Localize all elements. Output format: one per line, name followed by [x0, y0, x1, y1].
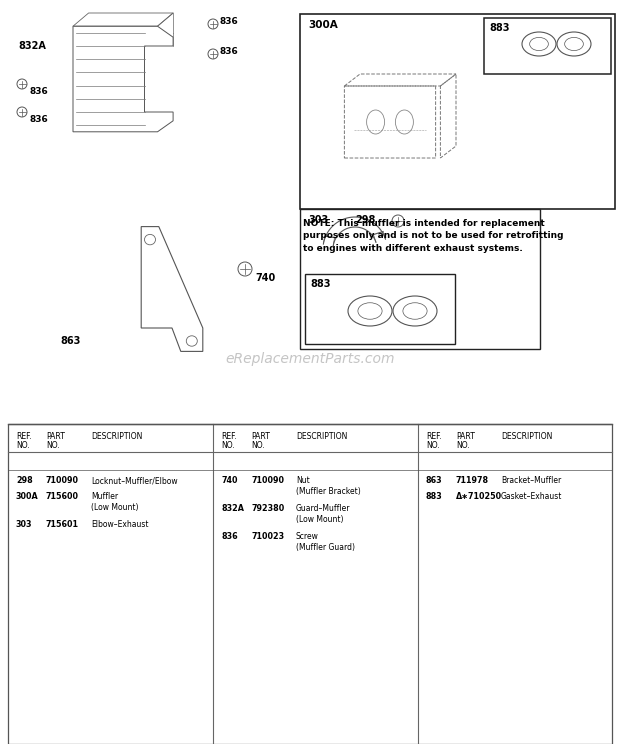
- Text: NO.: NO.: [251, 441, 265, 450]
- Bar: [300, 209, 540, 349]
- Text: 298: 298: [355, 215, 375, 225]
- Text: 836: 836: [30, 115, 49, 124]
- Bar: [300, 14, 615, 209]
- Text: 300A: 300A: [308, 20, 338, 30]
- Text: Bracket–Muffler: Bracket–Muffler: [501, 476, 561, 485]
- Text: NO.: NO.: [456, 441, 470, 450]
- Text: 740: 740: [221, 476, 237, 485]
- Bar: [484, 18, 611, 74]
- Text: NOTE: This muffler is intended for replacement
purposes only and is not to be us: NOTE: This muffler is intended for repla…: [303, 219, 564, 253]
- Text: 710090: 710090: [251, 476, 284, 485]
- Text: NO.: NO.: [426, 441, 440, 450]
- Bar: [305, 274, 455, 344]
- Text: 883: 883: [310, 279, 330, 289]
- Text: 832A: 832A: [18, 41, 46, 51]
- Text: Δ∗710250: Δ∗710250: [456, 492, 502, 501]
- Text: 710090: 710090: [46, 476, 79, 485]
- Text: 863: 863: [60, 336, 81, 346]
- Text: NO.: NO.: [16, 441, 30, 450]
- Text: Elbow–Exhaust: Elbow–Exhaust: [91, 520, 149, 529]
- Text: REF.: REF.: [221, 432, 237, 441]
- Text: Nut
(Muffler Bracket): Nut (Muffler Bracket): [296, 476, 361, 496]
- Text: DESCRIPTION: DESCRIPTION: [501, 432, 552, 441]
- Text: 883: 883: [489, 23, 510, 33]
- Text: 836: 836: [30, 87, 49, 96]
- Text: PART: PART: [46, 432, 65, 441]
- Text: REF.: REF.: [16, 432, 32, 441]
- Text: Guard–Muffler
(Low Mount): Guard–Muffler (Low Mount): [296, 504, 350, 524]
- Text: 863: 863: [426, 476, 443, 485]
- Text: 298: 298: [16, 476, 33, 485]
- Text: Screw
(Muffler Guard): Screw (Muffler Guard): [296, 532, 355, 552]
- Text: 715600: 715600: [46, 492, 79, 501]
- Text: Locknut–Muffler/Elbow: Locknut–Muffler/Elbow: [91, 476, 177, 485]
- Text: 300A: 300A: [16, 492, 38, 501]
- Text: 303: 303: [16, 520, 32, 529]
- Text: 710023: 710023: [251, 532, 284, 541]
- Text: 740: 740: [255, 273, 275, 283]
- Text: DESCRIPTION: DESCRIPTION: [296, 432, 347, 441]
- Text: PART: PART: [456, 432, 475, 441]
- Text: 715601: 715601: [46, 520, 79, 529]
- Text: 832A: 832A: [221, 504, 244, 513]
- Text: REF.: REF.: [426, 432, 441, 441]
- Text: 836: 836: [220, 48, 239, 57]
- Text: Muffler
(Low Mount): Muffler (Low Mount): [91, 492, 138, 512]
- Text: 711978: 711978: [456, 476, 489, 485]
- Text: NO.: NO.: [221, 441, 235, 450]
- Text: Gasket–Exhaust: Gasket–Exhaust: [501, 492, 562, 501]
- Text: eReplacementParts.com: eReplacementParts.com: [225, 352, 395, 366]
- Text: NO.: NO.: [46, 441, 60, 450]
- Text: DESCRIPTION: DESCRIPTION: [91, 432, 143, 441]
- Text: 836: 836: [221, 532, 237, 541]
- Text: 303: 303: [308, 215, 328, 225]
- Text: 836: 836: [220, 18, 239, 27]
- Bar: [8, 424, 612, 744]
- Text: PART: PART: [251, 432, 270, 441]
- Text: 792380: 792380: [251, 504, 284, 513]
- Text: 883: 883: [426, 492, 443, 501]
